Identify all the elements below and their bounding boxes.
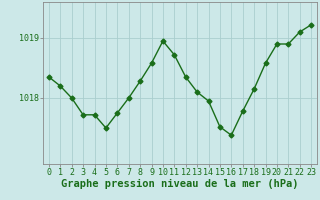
X-axis label: Graphe pression niveau de la mer (hPa): Graphe pression niveau de la mer (hPa) [61, 179, 299, 189]
